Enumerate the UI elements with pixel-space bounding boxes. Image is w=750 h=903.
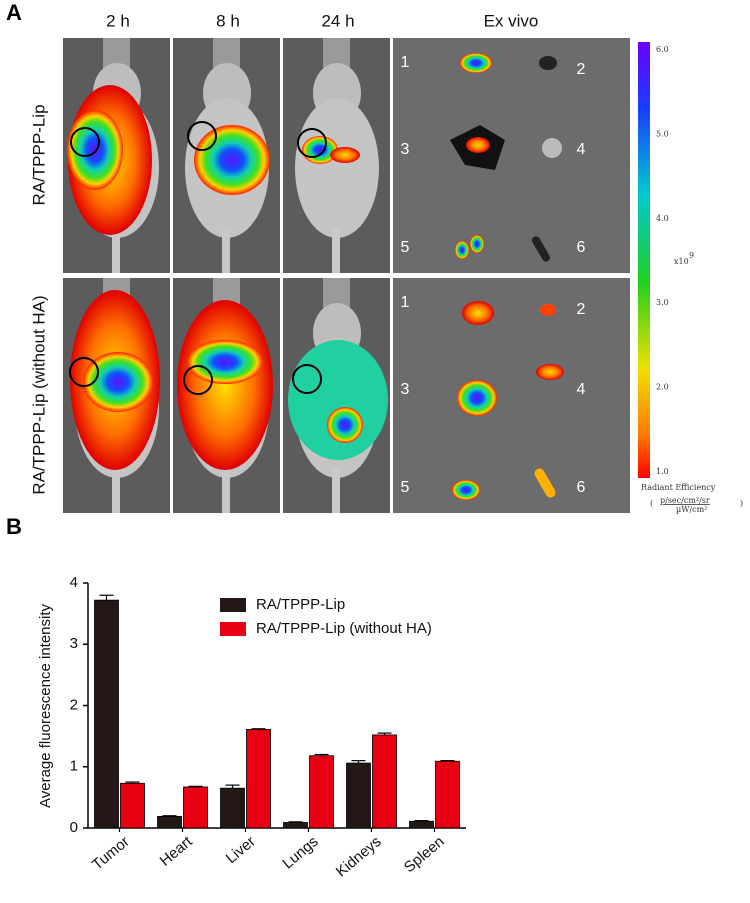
organ-number: 1 bbox=[401, 54, 410, 71]
paren: ) bbox=[740, 499, 743, 508]
paren: ( bbox=[650, 499, 653, 508]
x-tick-label: Spleen bbox=[401, 833, 448, 876]
y-tick-label: 0 bbox=[70, 819, 78, 836]
bar bbox=[309, 755, 334, 829]
organ-number: 5 bbox=[401, 479, 410, 496]
bar bbox=[346, 762, 371, 829]
organ-number: 5 bbox=[401, 239, 410, 256]
y-tick-label: 4 bbox=[70, 574, 78, 591]
y-tick-label: 3 bbox=[70, 635, 78, 652]
column-header: Ex vivo bbox=[484, 11, 539, 30]
colorbar-multiplier: x10 bbox=[674, 257, 689, 266]
colorbar-unit: µW/cm² bbox=[676, 505, 707, 514]
legend-label: RA/TPPP-Lip (without HA) bbox=[256, 620, 432, 637]
bar bbox=[283, 822, 308, 829]
bar bbox=[220, 787, 245, 829]
column-header: 2 h bbox=[106, 11, 130, 30]
organ-number: 6 bbox=[577, 239, 586, 256]
panel-label: B bbox=[6, 514, 22, 539]
row-label: RA/TPPP-Lip (without HA) bbox=[29, 295, 48, 494]
y-axis-title: Average fluorescence intensity bbox=[37, 603, 54, 808]
column-header: 24 h bbox=[321, 11, 354, 30]
bar bbox=[409, 820, 434, 829]
bar bbox=[183, 786, 208, 829]
bar bbox=[94, 599, 119, 829]
colorbar-tick: 2.0 bbox=[656, 383, 669, 392]
image-row-2 bbox=[63, 278, 630, 513]
x-tick-label: Kidneys bbox=[333, 833, 385, 880]
organ-number: 1 bbox=[401, 294, 410, 311]
bar bbox=[120, 782, 145, 829]
column-header: 8 h bbox=[216, 11, 240, 30]
x-tick-label: Heart bbox=[157, 833, 197, 870]
row-label: RA/TPPP-Lip bbox=[29, 104, 48, 205]
bar bbox=[246, 728, 271, 829]
colorbar-tick: 6.0 bbox=[656, 45, 669, 54]
bar bbox=[157, 815, 182, 829]
bar bbox=[435, 760, 460, 829]
organ-number: 3 bbox=[401, 381, 410, 398]
colorbar-unit: p/sec/cm²/sr bbox=[660, 496, 710, 505]
colorbar-tick: 3.0 bbox=[656, 298, 669, 307]
organ-number: 3 bbox=[401, 141, 410, 158]
colorbar-title: Radiant Efficiency bbox=[641, 483, 716, 492]
organ-number: 4 bbox=[577, 141, 586, 158]
legend-swatch bbox=[220, 598, 246, 612]
y-tick-label: 2 bbox=[70, 696, 78, 713]
organ-number: 2 bbox=[577, 301, 586, 318]
colorbar-tick: 1.0 bbox=[656, 467, 669, 476]
colorbar-tick: 4.0 bbox=[656, 214, 669, 223]
colorbar bbox=[638, 42, 650, 478]
image-row-1 bbox=[63, 38, 630, 273]
x-tick-label: Lungs bbox=[279, 833, 321, 872]
x-tick-label: Liver bbox=[223, 833, 259, 867]
legend-label: RA/TPPP-Lip bbox=[256, 596, 345, 613]
x-tick-label: Tumor bbox=[89, 833, 133, 874]
panel-label: A bbox=[6, 0, 22, 25]
y-tick-label: 1 bbox=[70, 758, 78, 775]
colorbar-exponent: 9 bbox=[689, 251, 694, 260]
organ-number: 2 bbox=[577, 61, 586, 78]
bar bbox=[372, 734, 397, 829]
bar-chart: B Average fluorescence intensity 0 1 2 3 4 Tu… bbox=[6, 514, 466, 880]
organ-number: 6 bbox=[577, 479, 586, 496]
organ-number: 4 bbox=[577, 381, 586, 398]
colorbar-tick: 5.0 bbox=[656, 129, 669, 138]
legend-swatch bbox=[220, 622, 246, 636]
